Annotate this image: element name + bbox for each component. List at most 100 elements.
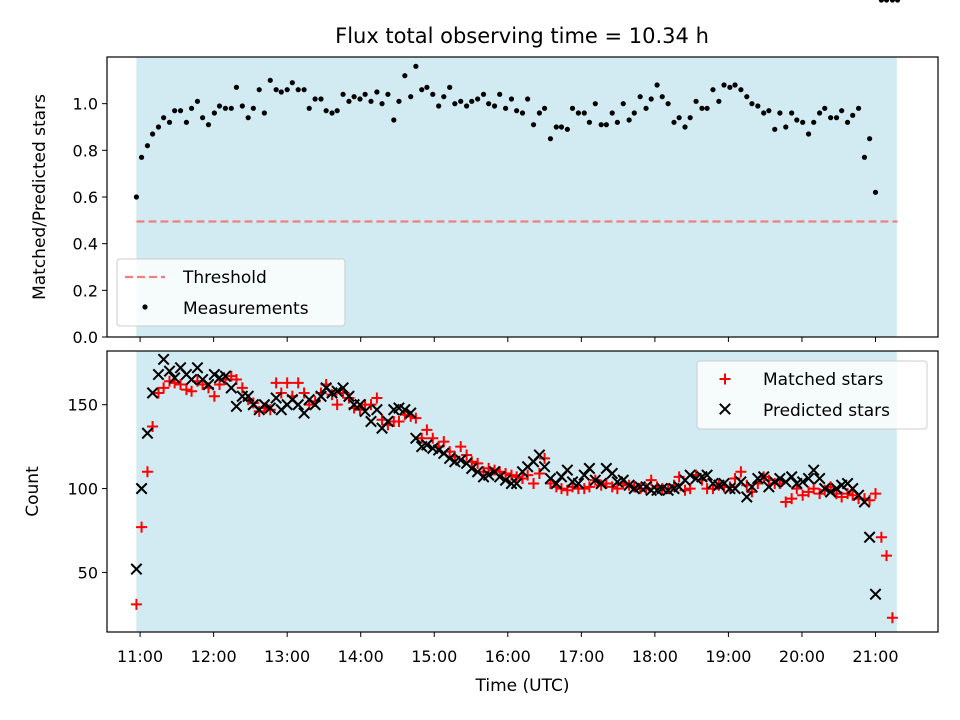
measurement-point — [867, 136, 873, 142]
predicted-star-point — [242, 390, 255, 403]
time-x-tick-label: 20:00 — [779, 647, 825, 666]
measurement-points — [133, 0, 901, 200]
measurement-point — [133, 194, 140, 200]
matched-star-point — [472, 457, 484, 469]
time-x-axis-label: Time (UTC) — [475, 676, 570, 696]
count-y-ticks: 50 100 150 — [67, 396, 107, 582]
matched-star-point — [326, 389, 338, 401]
measurement-point — [211, 110, 217, 116]
predicted-star-point — [168, 371, 181, 384]
measurement-point — [368, 98, 374, 104]
measurement-point — [200, 115, 206, 121]
legend-threshold-label: Threshold — [182, 268, 267, 288]
measurement-point — [833, 115, 840, 121]
predicted-star-point — [298, 407, 310, 419]
measurement-point — [351, 94, 357, 100]
predicted-star-point — [270, 392, 283, 404]
predicted-star-point — [130, 563, 143, 575]
predicted-star-point — [225, 381, 238, 394]
matched-star-point — [578, 483, 590, 495]
measurement-point — [620, 101, 626, 107]
matched-star-point — [393, 415, 405, 427]
matched-star-point — [164, 375, 176, 387]
ratio-x-ticks — [139, 337, 876, 342]
measurement-point — [530, 122, 537, 128]
measurement-point — [138, 154, 145, 160]
measurement-point — [149, 131, 156, 137]
matched-star-point — [611, 483, 623, 495]
measurement-point — [811, 119, 817, 125]
measurement-point — [699, 105, 705, 111]
measurement-point — [693, 98, 699, 104]
time-x-tick-label: 19:00 — [705, 647, 751, 666]
time-x-tick-label: 12:00 — [191, 647, 237, 666]
predicted-star-point — [606, 467, 619, 480]
measurement-point — [357, 96, 363, 102]
matched-star-point — [780, 496, 792, 508]
ratio-y-tick-label: 0.8 — [73, 141, 98, 160]
measurement-point — [789, 110, 795, 116]
measurement-point — [894, 0, 901, 3]
matched-star-point — [735, 466, 747, 478]
predicted-star-point — [583, 462, 596, 475]
predicted-star-point — [141, 427, 154, 440]
matched-star-point — [247, 397, 259, 409]
predicted-star-point — [264, 402, 277, 414]
measurement-point — [491, 103, 498, 109]
measurement-point — [385, 91, 391, 97]
predicted-star-point — [292, 398, 305, 411]
measurement-point — [721, 82, 727, 88]
predicted-star-point — [157, 353, 170, 366]
ratio-y-tick-label: 0.2 — [73, 281, 98, 300]
matched-star-point — [214, 379, 226, 391]
predicted-star-point — [432, 444, 445, 456]
measurement-point — [844, 119, 851, 125]
measurement-point — [306, 105, 312, 111]
measurement-point — [216, 103, 223, 109]
legend-predicted-marker — [719, 403, 731, 415]
predicted-star-point — [505, 477, 518, 490]
measurement-point — [614, 119, 620, 125]
predicted-star-point — [398, 403, 411, 416]
measurement-point — [267, 77, 273, 83]
predicted-star-point — [185, 373, 198, 386]
measurement-point — [643, 105, 649, 111]
measurement-point — [783, 124, 789, 130]
measurement-point — [553, 124, 559, 130]
measurement-point — [508, 96, 515, 102]
predicted-star-point — [420, 439, 433, 451]
measurement-point — [850, 112, 856, 118]
ratio-panel: 0.0 0.2 0.4 0.6 0.8 1.0 Matched/Predicted sta… — [30, 0, 939, 347]
predicted-star-point — [802, 472, 815, 485]
predicted-star-point — [465, 462, 478, 475]
measurement-point — [564, 126, 570, 132]
measurement-point — [295, 87, 301, 93]
measurement-point — [536, 110, 543, 116]
measurement-point — [541, 105, 548, 111]
measurement-point — [340, 91, 346, 97]
predicted-star-point — [482, 469, 495, 482]
matched-star-point — [645, 474, 657, 486]
legend-measurements-label: Measurements — [183, 299, 309, 319]
predicted-star-point — [163, 365, 176, 378]
matched-star-point — [847, 489, 859, 501]
measurement-point — [547, 136, 554, 142]
measurement-point — [749, 101, 755, 107]
matched-star-point — [141, 466, 153, 478]
measurement-point — [716, 98, 722, 104]
measurement-point — [239, 103, 245, 109]
measurement-point — [761, 110, 767, 116]
measurement-point — [839, 108, 845, 114]
measurement-point — [396, 98, 402, 104]
matched-star-point — [208, 390, 220, 402]
predicted-star-point — [746, 480, 758, 493]
predicted-star-point — [830, 482, 843, 495]
legend-measurements-symbol — [142, 304, 148, 310]
measurement-point — [391, 117, 397, 123]
time-x-tick-label: 13:00 — [264, 647, 310, 666]
measurement-point — [704, 105, 710, 111]
predicted-star-point — [135, 482, 148, 495]
measurement-point — [379, 101, 385, 107]
measurement-point — [710, 87, 716, 93]
matched-star-point — [298, 387, 310, 399]
